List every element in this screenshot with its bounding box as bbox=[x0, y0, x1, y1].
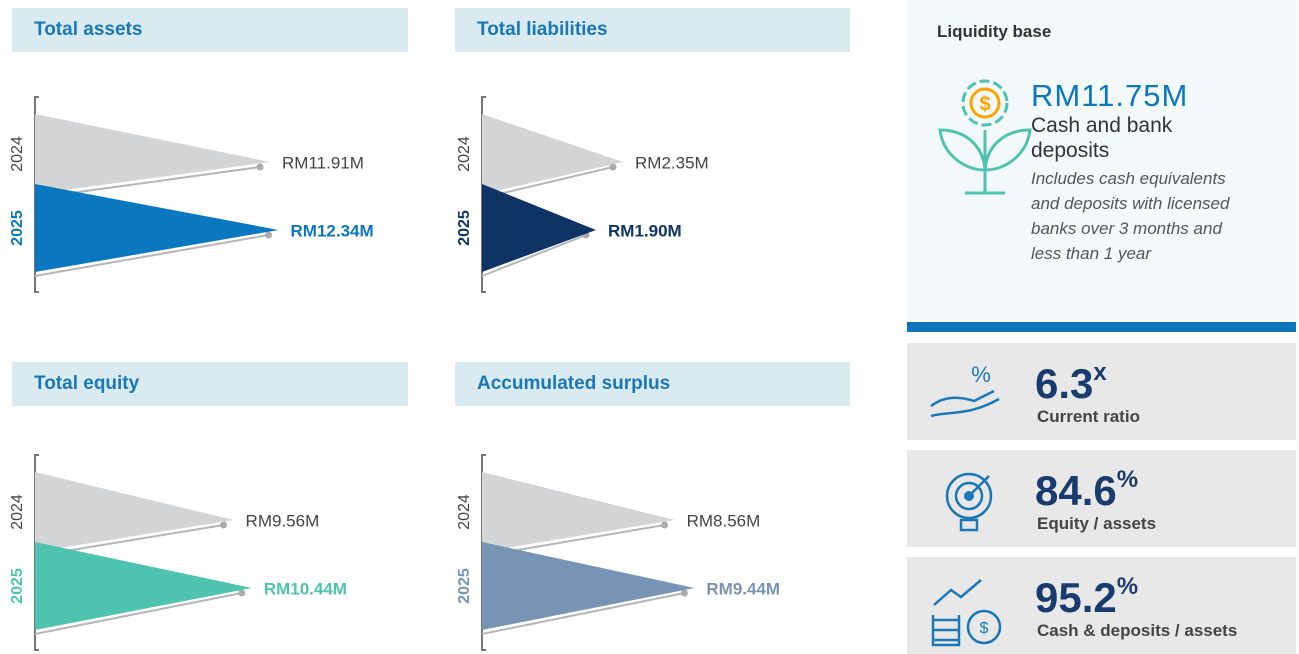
year-label: 2025 bbox=[9, 568, 26, 604]
chart-title: Total assets bbox=[12, 8, 408, 52]
year-label: 2024 bbox=[9, 136, 26, 172]
leader-dot bbox=[265, 231, 273, 239]
triangle bbox=[35, 114, 271, 194]
kpi: % 6.3x Current ratio bbox=[907, 343, 1296, 440]
year-label: 2024 bbox=[456, 136, 473, 172]
kpi-value: 6.3x bbox=[1035, 359, 1107, 408]
year-label: 2025 bbox=[456, 568, 473, 604]
panel-title: Liquidity base bbox=[937, 22, 1052, 41]
amount: RM11.75M bbox=[1031, 78, 1189, 113]
kpi-label: Cash & deposits / assets bbox=[1037, 621, 1238, 640]
chart-title: Total equity bbox=[12, 362, 408, 406]
year-label: 2025 bbox=[9, 210, 26, 246]
plant-icon: $ bbox=[938, 79, 1032, 195]
kpi-number: 6.3 bbox=[1035, 360, 1094, 407]
charts: RM11.91M 2024 RM12.34M 2025 RM2.35M 2024 RM1.9… bbox=[9, 96, 780, 651]
kpi-number: 84.6 bbox=[1035, 467, 1117, 514]
leader-dot bbox=[238, 589, 246, 597]
kpi-unit: x bbox=[1093, 359, 1107, 386]
year-label: 2025 bbox=[456, 210, 473, 246]
value-label: RM11.91M bbox=[282, 153, 364, 172]
note: Includes cash equivalents and deposits w… bbox=[1031, 169, 1230, 263]
svg-text:$: $ bbox=[979, 93, 990, 115]
year-label: 2024 bbox=[9, 494, 26, 530]
value-label: RM1.90M bbox=[608, 221, 682, 240]
triangle bbox=[482, 184, 596, 272]
value-label: RM9.44M bbox=[706, 579, 780, 598]
year-label: 2024 bbox=[456, 494, 473, 530]
triangle bbox=[482, 114, 623, 194]
kpi-value: 84.6% bbox=[1035, 466, 1138, 515]
svg-text:$: $ bbox=[980, 620, 989, 637]
money-icon: $ bbox=[931, 579, 1002, 647]
kpi-value: 95.2% bbox=[1035, 573, 1138, 622]
svg-text:%: % bbox=[971, 362, 991, 387]
kpi-number: 95.2 bbox=[1035, 574, 1117, 621]
chart-title: Accumulated surplus bbox=[455, 362, 850, 406]
leader-line bbox=[481, 234, 587, 277]
leader-dot bbox=[256, 163, 264, 171]
leader-dot bbox=[609, 163, 617, 171]
value-label: RM9.56M bbox=[246, 511, 320, 530]
kpi-unit: % bbox=[1116, 573, 1139, 600]
leader-line bbox=[34, 592, 243, 635]
target-icon bbox=[945, 472, 993, 532]
value-label: RM10.44M bbox=[264, 579, 347, 598]
leader-line bbox=[34, 234, 269, 277]
triangle bbox=[35, 542, 252, 630]
leader-dot bbox=[680, 589, 688, 597]
triangle bbox=[482, 542, 695, 630]
divider bbox=[907, 322, 1296, 332]
liquidity-panel: Liquidity base $ RM11.75M Cash and bank … bbox=[907, 0, 1296, 322]
kpi: $ 95.2% Cash & deposits / assets bbox=[907, 557, 1296, 654]
hand-icon: % bbox=[930, 362, 1000, 418]
value-label: RM2.35M bbox=[635, 153, 709, 172]
leader-dot bbox=[220, 521, 228, 529]
value-label: RM12.34M bbox=[291, 221, 374, 240]
triangle bbox=[482, 472, 675, 552]
amount-label: Cash and bank deposits bbox=[1031, 114, 1173, 162]
kpi: 84.6% Equity / assets bbox=[907, 450, 1296, 547]
triangle bbox=[35, 472, 234, 552]
chart-title: Total liabilities bbox=[455, 8, 850, 52]
leader-dot bbox=[661, 521, 669, 529]
triangle bbox=[35, 184, 279, 272]
kpi-label: Current ratio bbox=[1037, 407, 1140, 426]
kpi-label: Equity / assets bbox=[1037, 514, 1157, 533]
leader-line bbox=[481, 592, 685, 635]
kpi-unit: % bbox=[1116, 466, 1139, 493]
value-label: RM8.56M bbox=[687, 511, 761, 530]
